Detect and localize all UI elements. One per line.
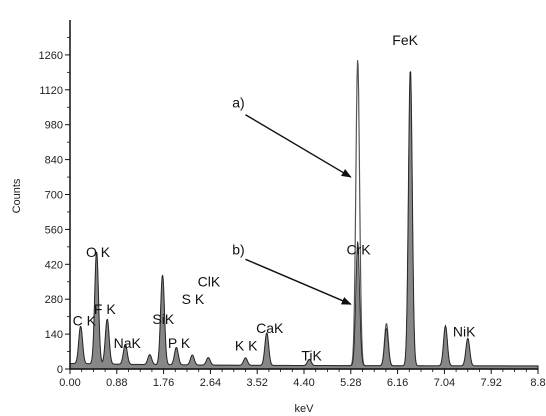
y-tick-label: 140: [45, 329, 63, 341]
peak-label: CaK: [256, 320, 284, 336]
peak-label: ClK: [198, 274, 221, 290]
peak-label: P K: [168, 335, 191, 351]
peak-label: a): [232, 94, 244, 110]
peak-label: F K: [94, 301, 116, 317]
x-tick-label: 7.04: [434, 377, 455, 389]
axis-layer: [69, 20, 538, 370]
spectrum-series-2: [69, 71, 539, 370]
x-tick-label: 0.88: [106, 377, 127, 389]
peak-label: NiK: [453, 324, 476, 340]
y-tick-label: 420: [45, 259, 63, 271]
x-axis-title: keV: [295, 403, 315, 415]
y-tick-label: 1260: [39, 50, 63, 62]
peak-label: FeK: [392, 32, 418, 48]
annotation-arrow: [245, 258, 352, 305]
x-tick-label: 5.28: [340, 377, 361, 389]
x-tick-label: 1.76: [153, 377, 174, 389]
annotation-arrow: [245, 114, 352, 178]
y-tick-label: 700: [45, 190, 63, 202]
x-tick-label: 3.52: [246, 377, 267, 389]
x-tick-label: 8.8: [530, 377, 545, 389]
peak-label: S K: [182, 291, 205, 307]
peak-label: NaK: [114, 335, 142, 351]
peak-label: SiK: [152, 311, 174, 327]
x-tick-label: 4.40: [293, 377, 314, 389]
x-tick-label: 7.92: [480, 377, 501, 389]
peak-label: TiK: [301, 347, 322, 363]
peak-label: CrK: [347, 241, 372, 257]
peak-label: O K: [86, 244, 111, 260]
y-tick-layer: 0 140 280 420 560 700 840 980 1120 1260: [39, 37, 70, 376]
peak-label: C K: [73, 312, 97, 328]
y-axis-title: Counts: [11, 178, 23, 213]
y-tick-label: 0: [57, 364, 63, 376]
x-tick-label: 6.16: [387, 377, 408, 389]
x-tick-label: 2.64: [200, 377, 221, 389]
y-tick-label: 840: [45, 155, 63, 167]
y-tick-label: 560: [45, 224, 63, 236]
x-tick-label: 0.00: [59, 377, 80, 389]
peak-label: K K: [235, 337, 258, 353]
spectrum-layer: [69, 60, 539, 370]
x-tick-layer: 0.00 0.88 1.76 2.64 3.52 4.40 5.28 6.16 7.04 7.92…: [59, 369, 546, 389]
y-tick-label: 980: [45, 120, 63, 132]
peak-label: b): [232, 241, 244, 257]
y-tick-label: 1120: [39, 85, 63, 97]
y-tick-label: 280: [45, 294, 63, 306]
